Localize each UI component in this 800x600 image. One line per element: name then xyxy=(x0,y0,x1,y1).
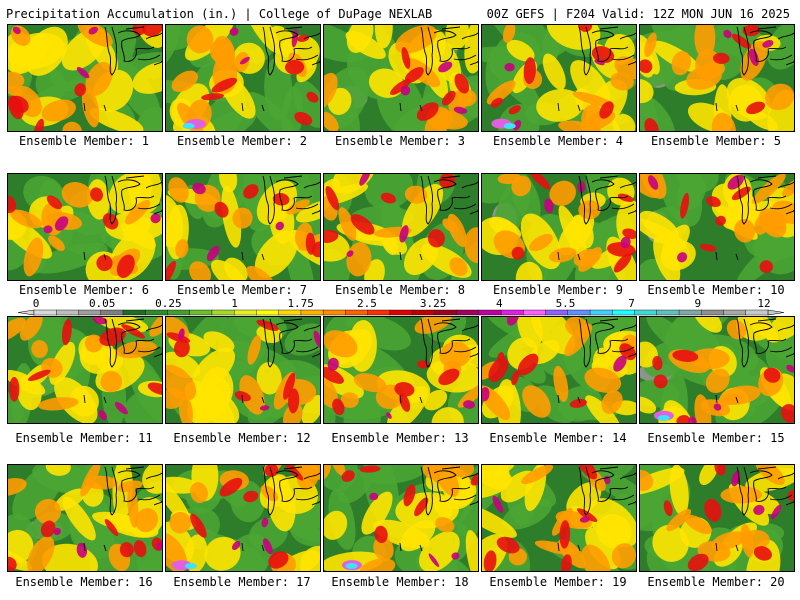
colorbar-swatch xyxy=(100,309,124,316)
ensemble-member-map xyxy=(323,173,479,281)
colorbar-swatch xyxy=(745,309,769,316)
colorbar-swatch xyxy=(233,309,257,316)
ensemble-member-map xyxy=(7,316,163,424)
ensemble-member-map xyxy=(7,24,163,132)
colorbar-tick-label: 4 xyxy=(496,298,503,310)
ensemble-member-label: Ensemble Member: 2 xyxy=(176,134,308,148)
ensemble-member-map xyxy=(323,24,479,132)
colorbar-swatch xyxy=(701,309,725,316)
ensemble-member-label: Ensemble Member: 18 xyxy=(331,575,469,589)
ensemble-member-label: Ensemble Member: 8 xyxy=(334,283,466,297)
colorbar-swatch xyxy=(723,309,747,316)
ensemble-member-label: Ensemble Member: 16 xyxy=(15,575,153,589)
colorbar-swatch xyxy=(411,309,435,316)
ensemble-member-map xyxy=(165,173,321,281)
ensemble-member-label: Ensemble Member: 12 xyxy=(173,431,311,445)
ensemble-member-map xyxy=(639,173,795,281)
colorbar-swatch xyxy=(300,309,324,316)
ensemble-member-map xyxy=(7,464,163,572)
colorbar-tick-label: 0 xyxy=(33,298,40,310)
ensemble-member-map xyxy=(7,173,163,281)
colorbar-swatch xyxy=(434,309,458,316)
ensemble-member-label: Ensemble Member: 17 xyxy=(173,575,311,589)
map-title: Precipitation Accumulation (in.) | Colle… xyxy=(6,7,433,21)
colorbar-tick-label: 9 xyxy=(694,298,701,310)
ensemble-member-map xyxy=(165,316,321,424)
colorbar-swatch xyxy=(56,309,79,316)
ensemble-member-label: Ensemble Member: 6 xyxy=(18,283,150,297)
colorbar-tick-label: 12 xyxy=(757,298,770,310)
ensemble-member-map xyxy=(481,464,637,572)
ensemble-member-map xyxy=(165,24,321,132)
colorbar-swatch xyxy=(612,309,636,316)
ensemble-member-label: Ensemble Member: 1 xyxy=(18,134,150,148)
colorbar-swatch xyxy=(167,309,191,316)
colorbar-tick-label: 7 xyxy=(628,298,635,310)
colorbar-tick-label: 2.5 xyxy=(357,298,377,310)
colorbar-swatch xyxy=(322,309,346,316)
colorbar-swatch xyxy=(589,309,613,316)
colorbar-tick-label: 0.25 xyxy=(155,298,182,310)
colorbar-swatch xyxy=(389,309,413,316)
colorbar-tick-label: 5.5 xyxy=(556,298,576,310)
colorbar-swatch xyxy=(211,309,235,316)
colorbar-swatch xyxy=(523,309,547,316)
ensemble-member-label: Ensemble Member: 10 xyxy=(647,283,785,297)
ensemble-member-label: Ensemble Member: 9 xyxy=(492,283,624,297)
ensemble-member-map xyxy=(481,24,637,132)
colorbar-swatch xyxy=(478,309,502,316)
colorbar-swatch xyxy=(456,309,480,316)
colorbar-max-arrow xyxy=(767,309,785,316)
ensemble-member-label: Ensemble Member: 14 xyxy=(489,431,627,445)
colorbar-swatch xyxy=(634,309,658,316)
ensemble-member-label: Ensemble Member: 15 xyxy=(647,431,785,445)
ensemble-member-label: Ensemble Member: 3 xyxy=(334,134,466,148)
ensemble-member-map xyxy=(481,316,637,424)
colorbar-swatch xyxy=(256,309,280,316)
colorbar-swatch xyxy=(367,309,391,316)
colorbar-tick-label: 1 xyxy=(231,298,238,310)
ensemble-member-map xyxy=(639,316,795,424)
colorbar-min-arrow xyxy=(17,309,35,316)
colorbar-swatch xyxy=(678,309,702,316)
ensemble-member-label: Ensemble Member: 5 xyxy=(650,134,782,148)
ensemble-member-map xyxy=(639,464,795,572)
colorbar-swatch xyxy=(78,309,102,316)
colorbar-tick-label: 0.05 xyxy=(89,298,116,310)
ensemble-member-map xyxy=(481,173,637,281)
ensemble-member-label: Ensemble Member: 19 xyxy=(489,575,627,589)
colorbar-swatch xyxy=(500,309,524,316)
colorbar-tick-label: 3.25 xyxy=(420,298,447,310)
colorbar-swatch xyxy=(122,309,146,316)
colorbar-swatch xyxy=(145,309,168,316)
ensemble-member-label: Ensemble Member: 13 xyxy=(331,431,469,445)
colorbar-swatch xyxy=(545,309,569,316)
model-run-info: 00Z GEFS | F204 Valid: 12Z MON JUN 16 20… xyxy=(486,7,790,21)
colorbar-swatch xyxy=(656,309,680,316)
colorbar-tick-label: 1.75 xyxy=(287,298,314,310)
ensemble-member-map xyxy=(323,316,479,424)
ensemble-member-label: Ensemble Member: 20 xyxy=(647,575,785,589)
colorbar-swatch xyxy=(33,309,57,316)
ensemble-member-map xyxy=(639,24,795,132)
ensemble-member-map xyxy=(323,464,479,572)
colorbar-swatch xyxy=(345,309,369,316)
precip-colorbar: 0 0.05 0.25 1 1.75 2.5 3.25 4 5.5 7 9 12 xyxy=(17,298,785,316)
colorbar-swatch xyxy=(189,309,213,316)
ensemble-member-label: Ensemble Member: 7 xyxy=(176,283,308,297)
ensemble-member-label: Ensemble Member: 11 xyxy=(15,431,153,445)
colorbar-swatch xyxy=(278,309,302,316)
ensemble-member-label: Ensemble Member: 4 xyxy=(492,134,624,148)
ensemble-member-map xyxy=(165,464,321,572)
colorbar-swatch xyxy=(567,309,591,316)
